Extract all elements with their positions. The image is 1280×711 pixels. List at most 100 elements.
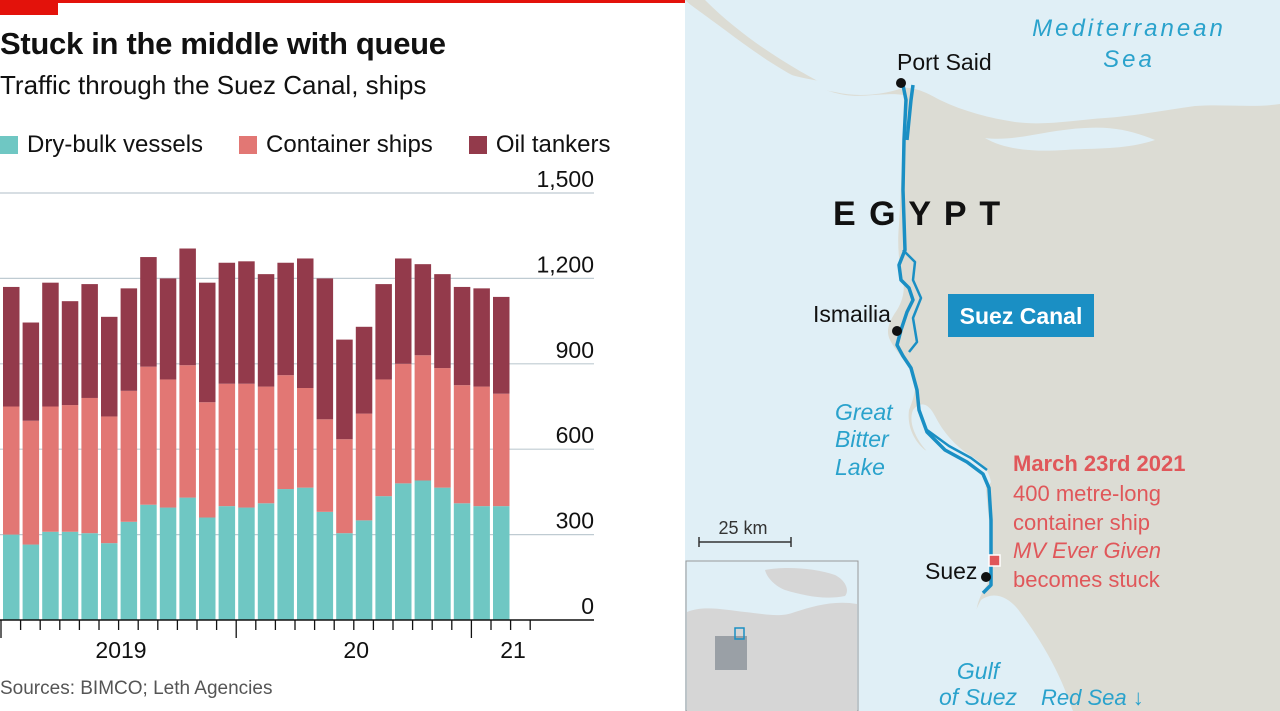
- scale-bar: [698, 537, 792, 547]
- bar-segment-dry-bulk: [395, 483, 412, 620]
- top-rule: [58, 0, 1280, 3]
- annotation-line3: MV Ever Given: [1013, 538, 1161, 563]
- bar-segment-dry-bulk: [453, 503, 471, 620]
- land-area: [685, 0, 1280, 711]
- inset-map: [685, 560, 859, 711]
- sea-label-line2: Sea: [1103, 46, 1155, 73]
- bar-segment-oil: [238, 261, 255, 384]
- bar-segment-dry-bulk: [140, 504, 157, 620]
- legend-swatch-dry-bulk: [0, 136, 18, 154]
- bar-segment-container: [179, 365, 196, 498]
- canal-label-box: [948, 294, 1094, 337]
- bar-segment-container: [297, 387, 314, 488]
- bar-segment-container: [316, 419, 334, 512]
- bar-segment-oil: [257, 274, 275, 387]
- annotation-line4: becomes stuck: [1013, 567, 1161, 592]
- bar-segment-oil: [81, 284, 98, 398]
- bar-segment-oil: [375, 284, 392, 380]
- port-said-marker: [896, 78, 906, 88]
- bar-segment-dry-bulk: [218, 506, 236, 620]
- bar-segment-oil: [101, 316, 118, 417]
- bar-segment-oil: [453, 286, 471, 386]
- lagoon: [775, 70, 903, 95]
- y-tick-label: 300: [556, 508, 594, 534]
- bar-chart: 0 300 600 900 1,200 1,500 2019 20 21: [0, 166, 594, 663]
- bar-segment-container: [395, 363, 412, 484]
- bar-segment-oil: [159, 278, 177, 380]
- scale-label: 25 km: [718, 518, 767, 538]
- legend-item-oil: Oil tankers: [468, 131, 611, 159]
- suez-map: Mediterranean Sea Port Said E G Y P T Is…: [685, 0, 1280, 711]
- suez-marker: [981, 572, 991, 582]
- bar-segment-dry-bulk: [414, 480, 432, 620]
- gulf-label-line1: Gulf: [957, 658, 1002, 684]
- chart-title: Stuck in the middle with queue: [0, 26, 446, 61]
- ismailia-marker: [892, 326, 902, 336]
- bar-segment-dry-bulk: [22, 544, 40, 620]
- bar-segment-container: [22, 420, 40, 545]
- bar-segment-container: [453, 385, 471, 504]
- y-tick-label: 600: [556, 422, 594, 448]
- bar-segment-dry-bulk: [159, 507, 177, 620]
- bar-segment-dry-bulk: [61, 531, 79, 620]
- bar-segment-oil: [140, 257, 157, 367]
- x-tick-label: 2019: [95, 637, 146, 663]
- bar-segment-container: [238, 383, 255, 508]
- sea-label-line1: Mediterranean: [1032, 15, 1226, 42]
- red-sea-label: Red Sea ↓: [1041, 685, 1144, 710]
- bar-segment-oil: [199, 282, 216, 403]
- bar-segment-container: [414, 355, 432, 481]
- bar-segment-oil: [395, 258, 412, 364]
- bar-segment-container: [336, 439, 353, 534]
- bar-segment-dry-bulk: [316, 511, 334, 620]
- lake-label-line1: Great: [835, 399, 894, 425]
- bar-segment-dry-bulk: [120, 521, 138, 620]
- bar-segment-container: [61, 405, 79, 532]
- y-tick-label: 900: [556, 337, 594, 363]
- bar-segment-dry-bulk: [238, 507, 255, 620]
- bar-segment-dry-bulk: [434, 487, 451, 620]
- bar-segment-container: [3, 406, 20, 535]
- bar-segment-oil: [42, 282, 59, 407]
- bar-segment-dry-bulk: [179, 497, 196, 620]
- coastal-lagoon: [985, 127, 1155, 151]
- bar-segment-container: [218, 383, 236, 507]
- annotation-date: March 23rd 2021: [1013, 451, 1185, 476]
- bar-segment-oil: [355, 326, 373, 414]
- bar-segment-container: [120, 390, 138, 522]
- bar-segment-oil: [316, 278, 334, 420]
- bar-segment-oil: [414, 264, 432, 356]
- port-said-label: Port Said: [897, 49, 992, 75]
- bar-segment-container: [140, 366, 157, 505]
- bar-segment-container: [355, 413, 373, 521]
- legend-label-container: Container ships: [266, 131, 433, 158]
- bar-segment-container: [434, 368, 451, 488]
- annotation-line1: 400 metre-long: [1013, 481, 1161, 506]
- bar-segment-oil: [493, 296, 510, 394]
- bar-segment-container: [101, 416, 118, 544]
- bar-segment-container: [199, 402, 216, 518]
- source-note: Sources: BIMCO; Leth Agencies: [0, 678, 273, 699]
- legend-item-dry-bulk: Dry-bulk vessels: [0, 131, 203, 159]
- bar-segment-container: [493, 393, 510, 507]
- gulf-of-suez: [943, 595, 1073, 711]
- legend-item-container: Container ships: [239, 131, 433, 159]
- bar-segment-oil: [434, 274, 451, 369]
- accent-bar: [0, 0, 58, 15]
- legend-label-oil: Oil tankers: [495, 131, 611, 158]
- bar-segment-dry-bulk: [375, 496, 392, 620]
- bar-segment-dry-bulk: [277, 489, 294, 620]
- bar-segment-oil: [218, 262, 236, 384]
- bar-segment-oil: [120, 288, 138, 391]
- bar-segment-dry-bulk: [355, 520, 373, 620]
- bar-segment-container: [42, 406, 59, 532]
- bar-segment-container: [473, 386, 490, 507]
- legend: Dry-bulk vessels Container ships Oil tan…: [0, 130, 611, 160]
- bar-segment-dry-bulk: [101, 543, 118, 620]
- bar-segment-container: [81, 397, 98, 534]
- annotation-line2: container ship: [1013, 510, 1150, 535]
- gulf-label-line2: of Suez: [939, 684, 1017, 710]
- bar-segment-oil: [297, 258, 314, 388]
- lake-label-line3: Lake: [835, 454, 885, 480]
- legend-label-dry-bulk: Dry-bulk vessels: [27, 131, 204, 158]
